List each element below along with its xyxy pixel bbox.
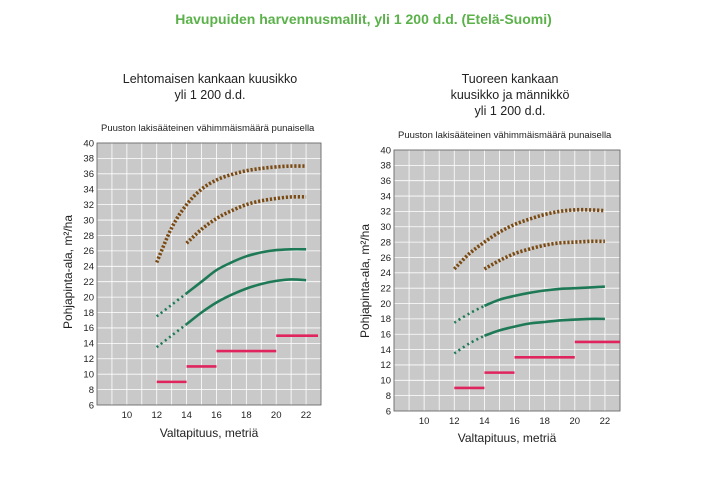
plot-area — [394, 150, 620, 411]
upper-limit-line-1 — [155, 164, 307, 264]
y-tick-label: 12 — [83, 354, 94, 365]
y-axis-label: Pohjapinta-ala, m²/ha — [358, 224, 372, 338]
thinning-line-6 — [185, 278, 307, 326]
chart-title-right: Tuoreen kankaan kuusikko ja männikkö yli… — [405, 71, 615, 119]
y-tick-label: 14 — [83, 339, 94, 350]
x-tick-label: 16 — [509, 416, 520, 427]
chart-title-right-line-3: yli 1 200 d.d. — [474, 104, 546, 118]
chart-title-left: Lehtomaisen kankaan kuusikko yli 1 200 d… — [105, 71, 315, 103]
y-tick-label: 40 — [380, 145, 391, 156]
x-tick-label: 12 — [449, 416, 460, 427]
plot-area — [97, 143, 321, 405]
x-tick-label: 10 — [122, 410, 133, 421]
y-tick-label: 16 — [83, 323, 94, 334]
note-right: Puuston lakisääteinen vähimmäismäärä pun… — [398, 130, 612, 141]
y-tick-label: 28 — [83, 231, 94, 242]
y-tick-label: 26 — [83, 246, 94, 257]
y-axis-label: Pohjapinta-ala, m²/ha — [61, 215, 75, 329]
x-tick-label: 20 — [570, 416, 581, 427]
y-tick-label: 18 — [380, 314, 391, 325]
x-tick-label: 20 — [271, 410, 282, 421]
y-tick-label: 34 — [380, 191, 391, 202]
thinning-line-4 — [185, 247, 307, 295]
upper-limit-line-2 — [483, 239, 605, 271]
y-tick-label: 10 — [380, 376, 391, 387]
upper-limit-line-1 — [452, 207, 605, 271]
y-tick-label: 14 — [380, 345, 391, 356]
chart-2: 6 8 10 12 14 16 18 20 22 24 26 28 30 32 34 36 38 40 10 12 14… — [358, 145, 621, 445]
y-tick-label: 22 — [83, 277, 94, 288]
y-tick-label: 26 — [380, 253, 391, 264]
chart-title-left-line-1: Lehtomaisen kankaan kuusikko — [122, 72, 298, 86]
y-tick-label: 30 — [83, 215, 94, 226]
y-tick-label: 10 — [83, 369, 94, 380]
x-tick-label: 22 — [301, 410, 312, 421]
y-tick-label: 18 — [83, 308, 94, 319]
y-tick-label: 40 — [83, 138, 94, 149]
x-tick-label: 18 — [539, 416, 550, 427]
y-tick-label: 28 — [380, 237, 391, 248]
chart-1: 6 8 10 12 14 16 18 20 22 24 26 28 30 32 34 36 38 40 10 12 14… — [61, 138, 322, 440]
y-tick-label: 8 — [89, 385, 94, 396]
x-axis-label: Valtapituus, metriä — [458, 431, 557, 445]
y-tick-label: 6 — [386, 406, 391, 417]
x-tick-label: 14 — [479, 416, 490, 427]
x-tick-label: 18 — [241, 410, 252, 421]
y-tick-label: 34 — [83, 185, 94, 196]
chart-title-left-line-2: yli 1 200 d.d. — [174, 88, 246, 102]
y-tick-label: 38 — [380, 161, 391, 172]
x-axis-label: Valtapituus, metriä — [160, 426, 259, 440]
thinning-line-6 — [483, 317, 605, 338]
y-tick-label: 32 — [380, 207, 391, 218]
chart-title-right-line-2: kuusikko ja männikkö — [450, 88, 570, 102]
y-tick-label: 36 — [380, 176, 391, 187]
y-tick-label: 22 — [380, 283, 391, 294]
plot-frame — [96, 142, 322, 406]
plot-frame — [393, 149, 621, 412]
upper-limit-line-2 — [185, 195, 307, 245]
y-tick-label: 6 — [89, 400, 94, 411]
y-tick-label: 12 — [380, 360, 391, 371]
y-tick-label: 20 — [380, 299, 391, 310]
note-left: Puuston lakisääteinen vähimmäismäärä pun… — [101, 123, 315, 134]
x-tick-label: 12 — [151, 410, 162, 421]
y-tick-label: 8 — [386, 391, 391, 402]
x-tick-label: 16 — [211, 410, 222, 421]
y-tick-label: 16 — [380, 330, 391, 341]
y-tick-label: 36 — [83, 169, 94, 180]
main-title: Havupuiden harvennusmallit, yli 1 200 d.… — [175, 11, 552, 27]
y-tick-label: 20 — [83, 292, 94, 303]
y-tick-label: 30 — [380, 222, 391, 233]
x-tick-label: 14 — [181, 410, 192, 421]
chart-title-right-line-1: Tuoreen kankaan — [461, 72, 559, 86]
x-tick-label: 22 — [600, 416, 611, 427]
y-tick-label: 38 — [83, 154, 94, 165]
y-tick-label: 32 — [83, 200, 94, 211]
x-tick-label: 10 — [419, 416, 430, 427]
thinning-line-4 — [483, 285, 606, 308]
thinning-line-3 — [453, 304, 485, 324]
y-tick-label: 24 — [83, 262, 94, 273]
y-tick-label: 24 — [380, 268, 391, 279]
